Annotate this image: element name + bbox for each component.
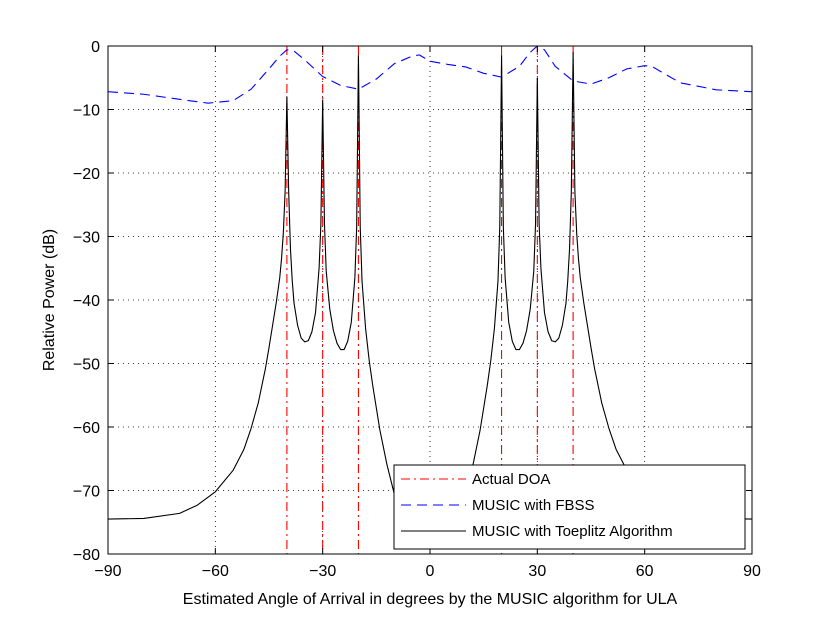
y-tick-label: −40 xyxy=(73,293,100,310)
x-tick-label: −90 xyxy=(94,563,121,580)
x-tick-label: 90 xyxy=(743,563,761,580)
y-tick-label: −80 xyxy=(73,547,100,564)
ticks xyxy=(107,45,753,555)
legend-label-music-toeplitz: MUSIC with Toeplitz Algorithm xyxy=(472,523,673,540)
y-tick-label: 0 xyxy=(91,39,100,56)
legend: Actual DOA MUSIC with FBSS MUSIC with To… xyxy=(393,464,746,550)
y-axis-label: Relative Power (dB) xyxy=(41,229,58,371)
x-tick-label: −30 xyxy=(309,563,336,580)
legend-label-music-fbss: MUSIC with FBSS xyxy=(472,497,595,514)
y-tick-label: −50 xyxy=(73,357,100,374)
y-tick-label: −20 xyxy=(73,166,100,183)
x-tick-label: 60 xyxy=(636,563,654,580)
y-tick-label: −10 xyxy=(73,103,100,120)
y-tick-label: −70 xyxy=(73,484,100,501)
y-tick-label: −30 xyxy=(73,230,100,247)
x-axis-label: Estimated Angle of Arrival in degrees by… xyxy=(183,591,678,608)
x-tick-label: 30 xyxy=(528,563,546,580)
legend-label-actual-doa: Actual DOA xyxy=(472,471,550,488)
x-tick-label: −60 xyxy=(202,563,229,580)
x-tick-label: 0 xyxy=(426,563,435,580)
y-tick-label: −60 xyxy=(73,420,100,437)
tick-labels: −90 −60 −30 0 30 60 90 0 −10 −20 −30 −40 −50 −60 −70 −8… xyxy=(73,39,761,580)
series-music-fbss-line xyxy=(108,46,752,104)
